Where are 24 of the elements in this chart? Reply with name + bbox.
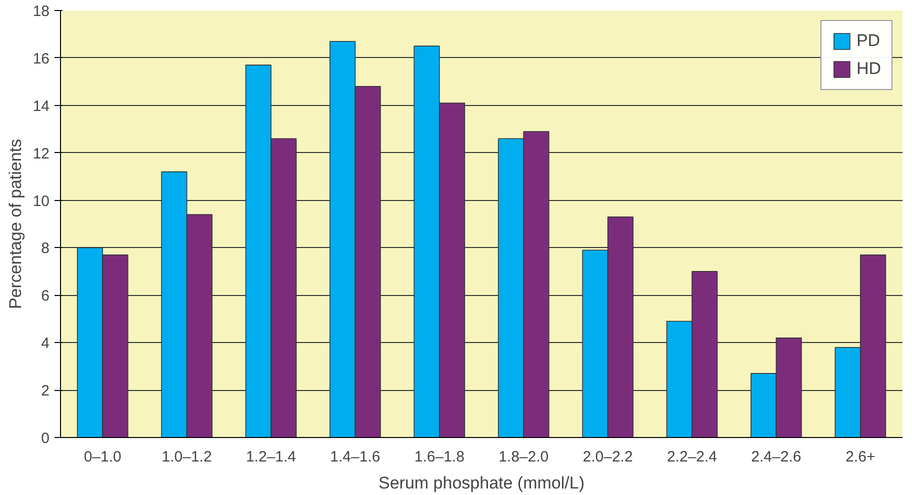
legend-label: HD <box>856 59 881 79</box>
y-tick-label: 14 <box>32 98 50 115</box>
x-tick-label: 1.4–1.6 <box>330 448 380 466</box>
legend-label: PD <box>856 31 880 51</box>
x-axis-title: Serum phosphate (mmol/L) <box>378 474 584 492</box>
x-tick-label: 0–1.0 <box>84 448 122 466</box>
y-tick-label: 18 <box>32 3 50 20</box>
y-tick-label: 6 <box>41 288 50 305</box>
y-tick-label: 0 <box>41 430 50 447</box>
y-tick-label: 4 <box>41 335 50 352</box>
x-tick-label: 2.0–2.2 <box>582 448 633 466</box>
x-tick-label: 2.4–2.6 <box>751 448 802 466</box>
x-tick-label: 2.2–2.4 <box>666 448 718 466</box>
x-tick-label: 2.6+ <box>846 448 876 466</box>
x-tick-label: 1.8–2.0 <box>498 448 549 466</box>
y-tick-label: 10 <box>32 192 50 210</box>
y-tick-label: 2 <box>41 382 50 400</box>
y-tick-label: 8 <box>41 240 50 258</box>
y-tick-label: 16 <box>32 50 50 68</box>
x-tick-label: 1.0–1.2 <box>162 448 212 466</box>
x-tick-label: 1.2–1.4 <box>246 448 296 466</box>
y-axis-title: Percentage of patients <box>6 138 25 310</box>
y-tick-label: 12 <box>32 145 50 162</box>
x-tick-label: 1.6–1.8 <box>414 448 464 466</box>
